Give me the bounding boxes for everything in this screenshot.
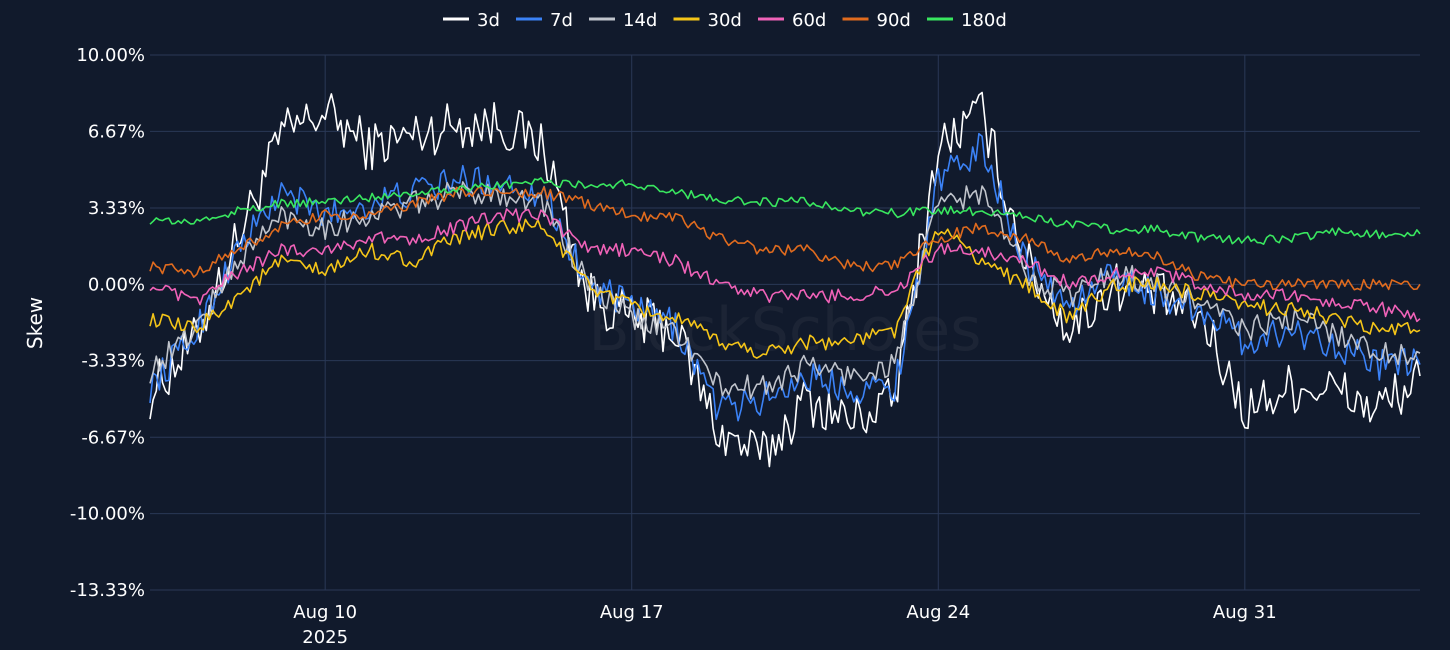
series-line-180d [149,177,1421,245]
legend-label: 14d [623,10,657,31]
y-tick-label: 6.67% [88,121,145,142]
legend-item-14d[interactable]: 14d [589,10,657,31]
y-tick-label: -10.00% [70,504,145,525]
y-tick-label: 10.00% [76,45,145,66]
y-tick-label: 3.33% [88,198,145,219]
x-tick-sublabel: 2025 [302,627,348,648]
series-line-30d [149,218,1421,359]
legend-label: 90d [877,10,911,31]
x-tick-label: Aug 10 [293,602,357,623]
legend-label: 180d [961,10,1007,31]
legend-label: 3d [477,10,500,31]
y-tick-label: -13.33% [70,580,145,601]
legend-item-180d[interactable]: 180d [927,10,1007,31]
y-tick-label: -6.67% [81,427,145,448]
series-line-60d [149,208,1421,323]
legend-item-7d[interactable]: 7d [516,10,573,31]
y-axis: 10.00% 6.67% 3.33% 0.00% -3.33% -6.67% -10.00%… [70,45,145,601]
series-line-7d [149,132,1421,422]
x-axis: Aug 10 2025 Aug 17 Aug 24 Aug 31 [293,602,1276,648]
series-line-90d [149,186,1421,291]
legend: 3d 7d 14d 30d 60d 90d 180d [443,10,1007,31]
legend-label: 30d [708,10,742,31]
legend-label: 60d [792,10,826,31]
y-tick-label: 0.00% [88,274,145,295]
series-line-3d [149,91,1421,468]
legend-label: 7d [550,10,573,31]
x-tick-label: Aug 31 [1213,602,1277,623]
x-tick-label: Aug 24 [906,602,970,623]
series-line-14d [149,181,1421,400]
grid-layer [150,54,1420,591]
y-tick-label: -3.33% [81,351,145,372]
legend-item-30d[interactable]: 30d [673,10,742,31]
legend-item-60d[interactable]: 60d [758,10,826,31]
legend-item-90d[interactable]: 90d [842,10,911,31]
y-axis-title: Skew [23,297,47,349]
series-layer [149,91,1421,468]
legend-item-3d[interactable]: 3d [443,10,500,31]
x-tick-label: Aug 17 [600,602,664,623]
